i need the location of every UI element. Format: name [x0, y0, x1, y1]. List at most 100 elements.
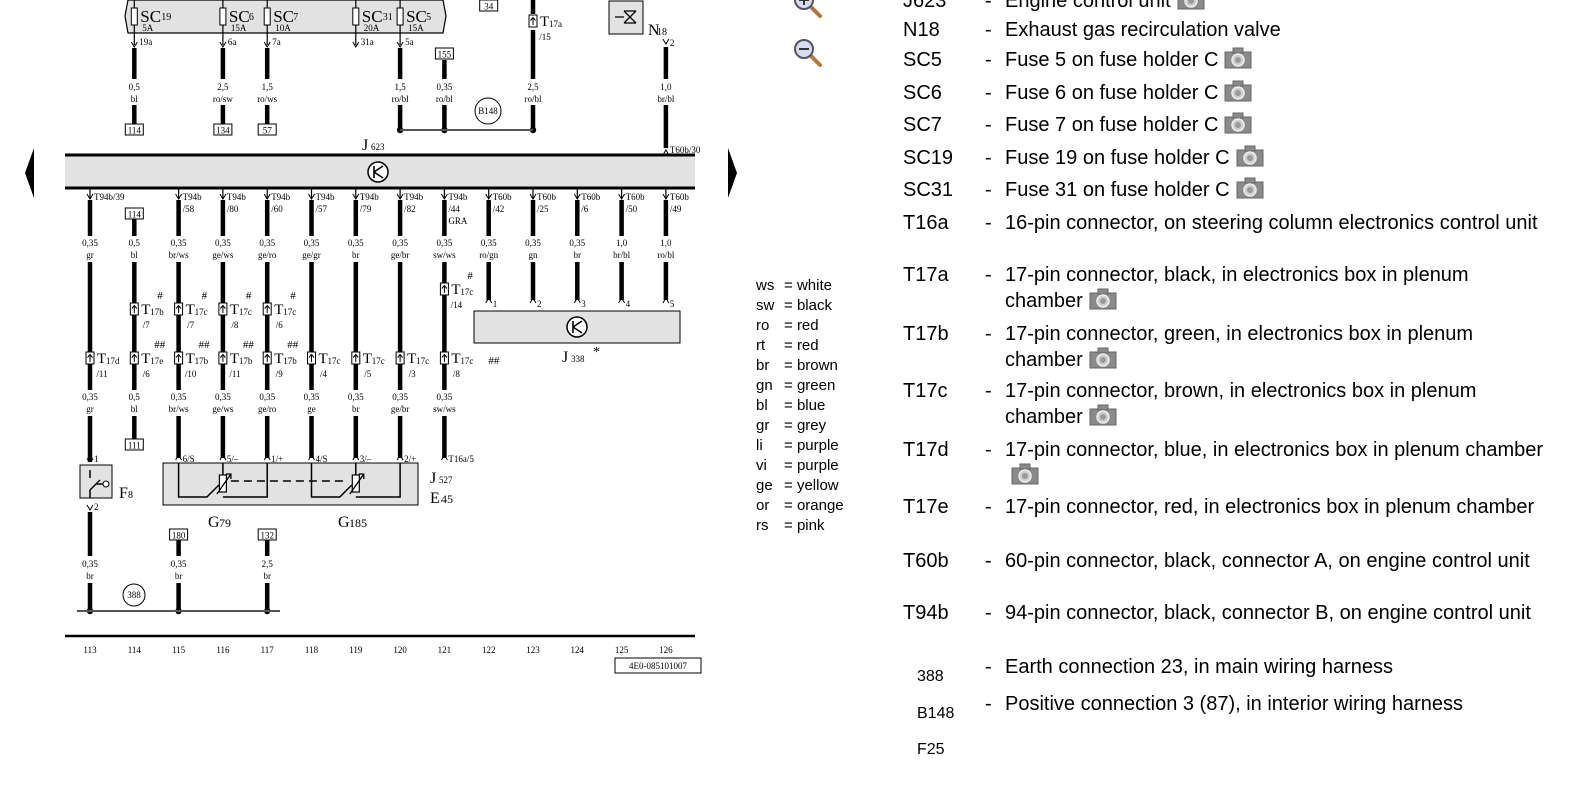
color-abbr: bl [756, 397, 768, 414]
legend-description: Fuse 31 on fuse holder C [1005, 179, 1230, 201]
connector-pin: /11 [229, 369, 240, 379]
component-pin: 1 [94, 454, 99, 464]
connector-arrow-icon [175, 304, 182, 313]
camera-icon[interactable] [1236, 177, 1264, 199]
wire-size: 0,35 [392, 238, 408, 248]
wire-size: 0,35 [82, 559, 98, 569]
equals: = [784, 417, 797, 434]
legend-description: Positive connection 3 (87), in interior … [1005, 693, 1463, 715]
camera-icon[interactable] [1177, 0, 1205, 10]
connector-pin: /7 [187, 320, 195, 330]
reference-box [479, 0, 499, 12]
equals: = [784, 317, 797, 334]
ecu-pin: T94b [271, 192, 290, 202]
zoom-in-button[interactable] [792, 0, 826, 18]
connector [351, 351, 361, 365]
legend-code: J623 [903, 0, 947, 12]
color-abbr: gn [756, 377, 773, 394]
legend-entry-b148: B148 - Positive connection 3 (87), in inte… [903, 691, 1550, 727]
legend-code: T17a [903, 264, 949, 286]
reference-number: 155 [438, 50, 452, 60]
previous-page-button[interactable] [22, 146, 38, 200]
equals: = [784, 517, 797, 534]
connector-letter: T [274, 351, 283, 367]
camera-icon[interactable] [1011, 463, 1039, 485]
fuse-code: SC [362, 7, 383, 26]
color-name: white [796, 277, 832, 294]
component-number: 338 [571, 354, 585, 364]
connector-arrow-icon [264, 304, 271, 313]
color-abbr: ws [756, 277, 775, 294]
next-page-button[interactable] [724, 146, 740, 200]
wire-size: 0,5 [129, 238, 141, 248]
footnote-asterisk: * [593, 345, 600, 360]
fuse-number: 19 [161, 12, 171, 23]
wire-size: 0,35 [481, 238, 497, 248]
connector-arrow-icon [441, 353, 448, 362]
ecu-pin: /6 [581, 204, 589, 214]
earth-connection-388 [122, 583, 146, 607]
legend-description: 17-pin connector, blue, in electronics b… [1005, 439, 1544, 461]
equals: = [784, 437, 797, 454]
wire-color: br [352, 404, 360, 414]
connector [218, 302, 228, 316]
earth-388-label: 388 [127, 590, 141, 600]
wire-color: gn [529, 250, 539, 260]
camera-icon[interactable] [1236, 145, 1264, 167]
wire-size: 0,35 [392, 392, 408, 402]
connector-letter: T [274, 302, 283, 318]
legend-description: Fuse 19 on fuse holder C [1005, 147, 1230, 169]
hash-mark: ## [488, 355, 500, 367]
wire-color: br [86, 571, 94, 581]
wire-size: 0,5 [129, 82, 141, 92]
camera-icon[interactable] [1089, 347, 1117, 369]
legend-dash: - [985, 439, 992, 461]
component-letter: J [562, 349, 568, 366]
connector-arrow-icon [397, 353, 403, 362]
wire-color: bl [131, 94, 139, 104]
legend-dash: - [985, 114, 992, 136]
legend-entry-f25: F25 [903, 727, 985, 763]
equals: = [784, 297, 797, 314]
fuse-icon [396, 7, 404, 26]
fuse-code: SC [229, 7, 250, 26]
pin-arrow-icon [396, 41, 404, 48]
connector-letter: T [451, 351, 460, 367]
component-number: 79 [219, 516, 231, 530]
equals: = [784, 337, 797, 354]
component-pin: 2/+ [404, 454, 416, 464]
color-code-row: ws = white [756, 276, 844, 296]
triangle-left-icon [25, 148, 34, 198]
camera-icon[interactable] [1089, 404, 1117, 426]
legend-code: T94b [903, 602, 949, 624]
component-number: 18 [657, 27, 667, 38]
connector-pin: /14 [451, 300, 463, 310]
wire-size: 0,35 [304, 238, 320, 248]
camera-icon[interactable] [1089, 288, 1117, 310]
pin-arrow-icon [219, 41, 227, 48]
reference-box [124, 123, 144, 136]
camera-icon[interactable] [1224, 112, 1252, 134]
fuse-holder-c [124, 0, 447, 34]
connector-id: 17b [195, 356, 209, 366]
wire-size: 0,35 [171, 392, 187, 402]
reference-number: 134 [216, 126, 230, 136]
camera-icon[interactable] [1224, 80, 1252, 102]
connector-pin: /15 [539, 32, 551, 42]
legend-code: N18 [903, 19, 940, 41]
connector-arrow-icon [264, 353, 271, 362]
ecu-pin: T60b [493, 192, 512, 202]
wire-size: 0,35 [437, 82, 453, 92]
component-pin: 1/+ [271, 454, 283, 464]
camera-icon[interactable] [1224, 47, 1252, 69]
legend-description: Fuse 7 on fuse holder C [1005, 114, 1219, 136]
connector-pin: /8 [231, 320, 239, 330]
component-number: 185 [349, 516, 367, 530]
legend-dash: - [985, 82, 992, 104]
zoom-out-button[interactable] [792, 37, 826, 67]
wire-size: 1,5 [394, 82, 406, 92]
connector-id: 17a [549, 19, 562, 29]
transistor-icon [572, 320, 583, 334]
wire-size: 0,35 [525, 238, 541, 248]
